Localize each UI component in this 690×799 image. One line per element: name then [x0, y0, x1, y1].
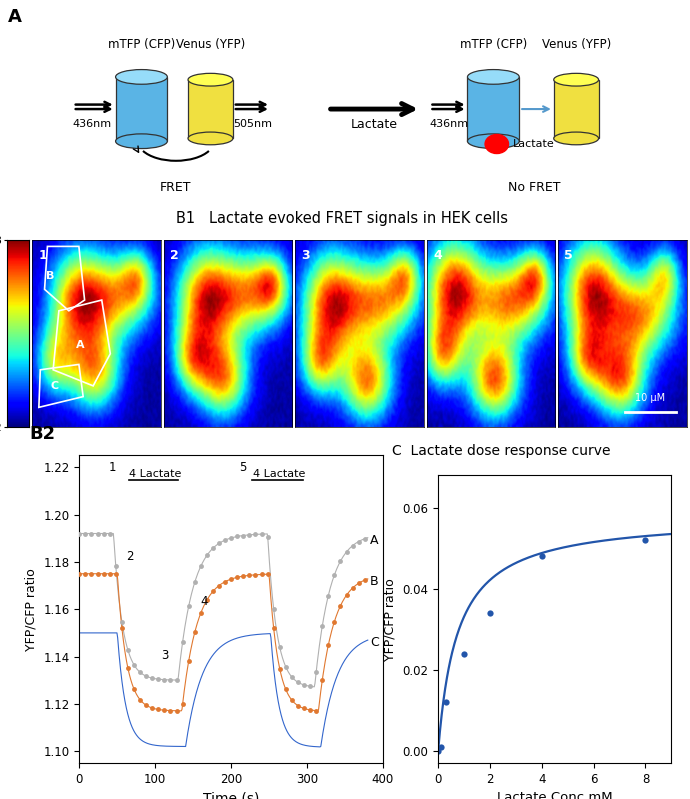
Text: C: C: [50, 380, 59, 391]
Text: Venus (YFP): Venus (YFP): [176, 38, 245, 51]
Text: 505nm: 505nm: [233, 119, 272, 129]
Text: FRET: FRET: [160, 181, 192, 193]
Bar: [115, 77, 167, 141]
Bar: [188, 80, 233, 138]
Text: C  Lactate dose response curve: C Lactate dose response curve: [393, 443, 611, 458]
Ellipse shape: [467, 70, 520, 84]
Ellipse shape: [188, 132, 233, 145]
Text: Venus (YFP): Venus (YFP): [542, 38, 611, 51]
Text: 4: 4: [433, 249, 442, 262]
Text: A: A: [76, 340, 85, 350]
Text: 1: 1: [39, 249, 48, 262]
Text: B1   Lactate evoked FRET signals in HEK cells: B1 Lactate evoked FRET signals in HEK ce…: [176, 211, 508, 226]
Text: 436nm: 436nm: [72, 119, 112, 129]
Bar: [468, 77, 520, 141]
Text: mTFP (CFP): mTFP (CFP): [460, 38, 527, 51]
Circle shape: [485, 134, 509, 153]
Text: 10 μM: 10 μM: [635, 393, 666, 403]
Text: 4: 4: [201, 594, 208, 607]
Text: 3: 3: [161, 649, 168, 662]
Bar: [553, 80, 599, 138]
Text: 4 Lactate: 4 Lactate: [253, 469, 306, 479]
X-axis label: Lactate Conc mM: Lactate Conc mM: [497, 791, 613, 799]
Ellipse shape: [553, 74, 598, 86]
Text: A: A: [8, 8, 22, 26]
Text: 4 Lactate: 4 Lactate: [130, 469, 182, 479]
Text: C: C: [370, 636, 379, 649]
Ellipse shape: [553, 132, 598, 145]
Text: 5: 5: [239, 461, 246, 475]
Text: Lactate: Lactate: [513, 139, 555, 149]
Text: B2: B2: [29, 425, 55, 443]
Ellipse shape: [115, 134, 167, 149]
Text: A: A: [370, 534, 379, 547]
Text: B: B: [370, 574, 379, 588]
Text: 436nm: 436nm: [429, 119, 469, 129]
Text: 3: 3: [302, 249, 310, 262]
Text: Lactate: Lactate: [351, 117, 397, 130]
Ellipse shape: [467, 134, 520, 149]
X-axis label: Time (s): Time (s): [203, 791, 259, 799]
Y-axis label: YFP/CFP ratio: YFP/CFP ratio: [384, 578, 397, 661]
Y-axis label: YFP/CFP ratio: YFP/CFP ratio: [25, 568, 38, 650]
Text: 1: 1: [108, 461, 116, 475]
Ellipse shape: [115, 70, 167, 84]
Text: 2: 2: [126, 550, 134, 562]
Text: 5: 5: [564, 249, 573, 262]
Ellipse shape: [188, 74, 233, 86]
Text: No FRET: No FRET: [509, 181, 561, 193]
Text: 2: 2: [170, 249, 179, 262]
Text: mTFP (CFP): mTFP (CFP): [108, 38, 175, 51]
Text: B: B: [46, 271, 55, 280]
